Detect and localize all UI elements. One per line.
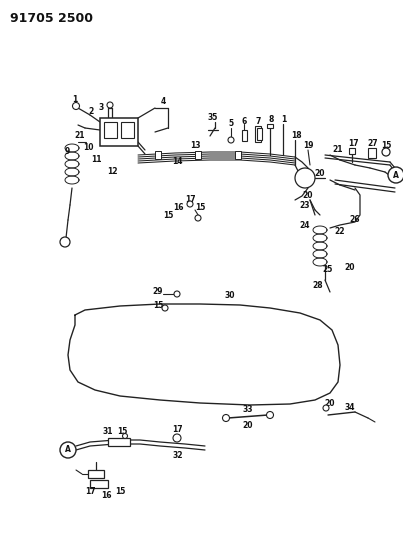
Text: 33: 33 <box>243 406 253 415</box>
Circle shape <box>60 442 76 458</box>
Text: 11: 11 <box>91 156 101 165</box>
Circle shape <box>187 201 193 207</box>
Text: 15: 15 <box>115 488 125 497</box>
Circle shape <box>266 411 274 418</box>
Circle shape <box>174 291 180 297</box>
Text: 14: 14 <box>172 157 182 166</box>
Text: 21: 21 <box>75 132 85 141</box>
Text: 17: 17 <box>85 488 96 497</box>
Text: 1: 1 <box>281 115 287 124</box>
Text: 15: 15 <box>153 301 163 310</box>
Circle shape <box>107 102 113 108</box>
Circle shape <box>162 305 168 311</box>
Circle shape <box>295 168 315 188</box>
Text: 19: 19 <box>303 141 313 150</box>
Bar <box>104 122 117 138</box>
Bar <box>108 438 130 446</box>
Circle shape <box>195 215 201 221</box>
Text: 91705 2500: 91705 2500 <box>10 12 93 25</box>
Circle shape <box>388 167 403 183</box>
Text: 27: 27 <box>368 139 378 148</box>
Text: 17: 17 <box>348 139 358 148</box>
Circle shape <box>323 405 329 411</box>
Bar <box>255 126 261 142</box>
Text: 10: 10 <box>83 143 93 152</box>
Text: 12: 12 <box>107 166 117 175</box>
Text: 21: 21 <box>333 144 343 154</box>
Bar <box>195 151 201 159</box>
Bar <box>257 128 262 140</box>
Circle shape <box>60 237 70 247</box>
Text: 34: 34 <box>345 402 355 411</box>
Text: 20: 20 <box>345 263 355 272</box>
Text: 3: 3 <box>98 102 104 111</box>
Text: 5: 5 <box>229 119 234 128</box>
Text: 4: 4 <box>160 98 166 107</box>
Text: 1: 1 <box>73 95 78 104</box>
Bar <box>267 124 273 128</box>
Text: 7: 7 <box>256 117 261 125</box>
Text: 13: 13 <box>190 141 200 150</box>
Text: 15: 15 <box>195 204 205 213</box>
Circle shape <box>123 433 127 439</box>
Bar <box>155 151 161 159</box>
Circle shape <box>382 148 390 156</box>
Text: 32: 32 <box>173 450 183 459</box>
Text: 23: 23 <box>300 200 310 209</box>
Text: 16: 16 <box>173 204 183 213</box>
Text: 22: 22 <box>335 228 345 237</box>
Circle shape <box>228 137 234 143</box>
Text: 18: 18 <box>291 132 301 141</box>
Text: 15: 15 <box>381 141 391 149</box>
Circle shape <box>173 434 181 442</box>
Text: 31: 31 <box>103 427 113 437</box>
Text: 30: 30 <box>225 290 235 300</box>
Text: A: A <box>65 446 71 455</box>
Text: A: A <box>393 171 399 180</box>
Text: 24: 24 <box>300 221 310 230</box>
Bar <box>100 118 138 146</box>
Text: 28: 28 <box>313 280 323 289</box>
Bar <box>349 148 355 154</box>
Bar <box>235 151 241 159</box>
Circle shape <box>222 415 229 422</box>
Text: 16: 16 <box>101 491 111 500</box>
Text: 20: 20 <box>325 399 335 408</box>
Bar <box>368 148 376 158</box>
Text: 29: 29 <box>153 287 163 296</box>
Text: 6: 6 <box>241 117 247 125</box>
Text: 25: 25 <box>323 265 333 274</box>
Text: 26: 26 <box>350 215 360 224</box>
Bar <box>121 122 134 138</box>
Text: 17: 17 <box>172 425 182 434</box>
Text: 15: 15 <box>117 427 127 437</box>
Text: 20: 20 <box>303 191 313 200</box>
Bar <box>242 130 247 141</box>
Text: 35: 35 <box>208 112 218 122</box>
Text: 8: 8 <box>268 115 274 124</box>
Text: 9: 9 <box>64 148 70 157</box>
Text: 2: 2 <box>88 108 93 117</box>
Bar <box>90 480 108 488</box>
Circle shape <box>73 102 79 109</box>
Text: 15: 15 <box>163 211 173 220</box>
Text: 20: 20 <box>315 169 325 179</box>
Text: 17: 17 <box>185 196 195 205</box>
Bar <box>88 470 104 478</box>
Text: 20: 20 <box>243 421 253 430</box>
